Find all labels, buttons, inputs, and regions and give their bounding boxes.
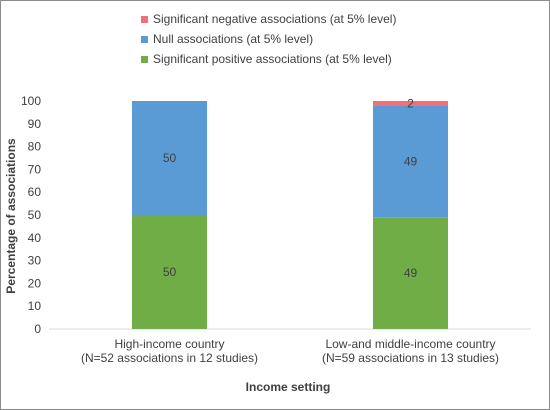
y-tick-label: 30	[28, 254, 42, 268]
bars	[132, 101, 448, 329]
data-label: 49	[404, 154, 418, 168]
y-tick-label: 90	[28, 117, 42, 131]
y-tick-label: 50	[28, 208, 42, 222]
data-label: 2	[407, 96, 414, 110]
category-label: High-income country	[114, 337, 224, 351]
bar-segment	[373, 101, 448, 106]
legend-swatch	[141, 55, 148, 63]
y-tick-label: 0	[34, 322, 41, 336]
legend-swatch	[141, 35, 148, 43]
legend-label: Significant positive associations (at 5%…	[153, 52, 392, 66]
category-label: (N=59 associations in 13 studies)	[322, 351, 499, 365]
category-label: (N=52 associations in 12 studies)	[81, 351, 258, 365]
legend: Significant negative associations (at 5%…	[141, 9, 396, 69]
bar-segment	[373, 105, 448, 218]
data-label: 49	[404, 266, 418, 280]
y-tick-label: 100	[21, 94, 41, 108]
legend-label: Significant negative associations (at 5%…	[153, 12, 397, 26]
category-label: Low-and middle-income country	[325, 337, 495, 351]
labels: 50 50 High-income country(N=52 association…	[81, 96, 499, 365]
y-tick-label: 10	[28, 299, 42, 313]
legend-item: Significant positive associations (at 5%…	[141, 49, 396, 69]
bar-segment	[373, 217, 448, 329]
y-tick-label: 20	[28, 276, 42, 290]
axes: 0 10 20 30 40 50 60 70 80 90 100	[21, 94, 531, 336]
legend-label: Null associations (at 5% level)	[153, 32, 314, 46]
y-tick-label: 40	[28, 231, 42, 245]
data-label: 50	[163, 265, 177, 279]
legend-item: Significant negative associations (at 5%…	[141, 9, 396, 29]
y-tick-label: 60	[28, 185, 42, 199]
x-axis-title: Income setting	[246, 380, 331, 394]
y-tick-label: 70	[28, 162, 42, 176]
y-tick-label: 80	[28, 140, 42, 154]
bar-segment	[132, 215, 207, 329]
legend-item: Null associations (at 5% level)	[141, 29, 396, 49]
data-label: 50	[163, 151, 177, 165]
bar-segment	[132, 101, 207, 215]
legend-swatch	[141, 15, 148, 23]
y-axis-title: Percentage of associations	[4, 138, 18, 294]
